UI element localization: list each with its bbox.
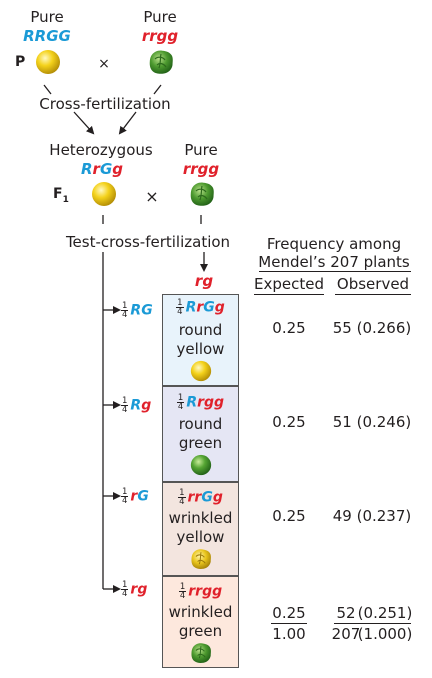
observed-value: 51 (0.246) xyxy=(332,413,412,431)
cross-fertilization-label: Cross-fertilization xyxy=(39,95,171,113)
offspring-cell-round-green: 1 4 Rrgg round green xyxy=(162,386,239,482)
observed-frequency: (0.251) xyxy=(357,604,413,622)
trait-shape: round xyxy=(178,321,223,339)
offspring-cell-wrinkled-green: 1 4 rrgg wrinkled green xyxy=(162,576,239,668)
test-cross-label: Test-cross-fertilization xyxy=(65,233,231,251)
offspring-cell-round-yellow: 1 4 RrGg round yellow xyxy=(162,294,239,386)
expected-total-rule xyxy=(271,623,307,624)
parent-genotype-dominant: RRGG xyxy=(23,27,71,45)
observed-total-count: 207 xyxy=(331,625,361,643)
gamete-label: 1 4 rg xyxy=(121,580,148,599)
cross-symbol: × xyxy=(98,56,110,72)
cross-symbol-f1: × xyxy=(145,187,159,206)
observed-total-frequency: (1.000) xyxy=(357,625,413,643)
wrinkled-yellow-pea-icon xyxy=(191,549,211,569)
gamete-label: 1 4 rG xyxy=(121,487,149,506)
trait-shape: round xyxy=(178,415,223,433)
round-yellow-pea-icon xyxy=(92,182,116,206)
trait-shape: wrinkled xyxy=(168,603,233,621)
frequency-header-line2: Mendel’s 207 plants xyxy=(258,253,410,271)
pure-label-f1: Pure xyxy=(184,141,218,159)
pure-label-right: Pure xyxy=(143,8,177,26)
f1-genotype: RrGg xyxy=(80,160,124,178)
gamete-label: 1 4 Rg xyxy=(121,396,152,415)
observed-column-header: Observed xyxy=(336,275,410,293)
expected-total: 1.00 xyxy=(272,625,306,643)
trait-shape: wrinkled xyxy=(168,509,233,527)
observed-value: 55 (0.266) xyxy=(332,319,412,337)
trait-color: green xyxy=(178,622,223,640)
expected-column-header: Expected xyxy=(254,275,324,293)
gamete-label: 1 4 RG xyxy=(121,301,153,320)
wrinkled-green-pea-icon xyxy=(190,182,214,206)
observed-header-rule xyxy=(335,294,411,295)
wrinkled-green-pea-icon xyxy=(149,50,173,74)
observed-total-rule xyxy=(334,623,411,624)
offspring-genotype: 1 4 Rrgg xyxy=(176,393,225,412)
parent-genotype-recessive: rrgg xyxy=(141,27,179,45)
trait-color: yellow xyxy=(176,528,225,546)
header-rule xyxy=(259,271,411,272)
round-yellow-pea-icon xyxy=(190,360,212,382)
expected-header-rule xyxy=(254,294,324,295)
observed-count: 52 xyxy=(336,604,356,622)
tester-genotype: rrgg xyxy=(182,160,220,178)
offspring-genotype: 1 4 RrGg xyxy=(176,298,225,317)
expected-value: 0.25 xyxy=(272,319,306,337)
trait-color: green xyxy=(178,434,223,452)
observed-value: 49 (0.237) xyxy=(332,507,412,525)
heterozygous-label: Heterozygous xyxy=(49,141,153,159)
generation-f1-label: F1 xyxy=(53,186,69,205)
wrinkled-green-pea-icon xyxy=(191,643,211,663)
round-yellow-pea-icon xyxy=(36,50,60,74)
expected-value: 0.25 xyxy=(272,507,306,525)
expected-value: 0.25 xyxy=(272,413,306,431)
offspring-cell-wrinkled-yellow: 1 4 rrGg wrinkled yellow xyxy=(162,482,239,576)
expected-value: 0.25 xyxy=(272,604,306,622)
round-green-pea-icon xyxy=(190,454,212,476)
offspring-genotype: 1 4 rrGg xyxy=(178,488,223,507)
frequency-header-line1: Frequency among xyxy=(266,235,402,253)
trait-color: yellow xyxy=(176,340,225,358)
offspring-genotype: 1 4 rrgg xyxy=(178,582,223,601)
pollen-gamete-label: rg xyxy=(194,272,214,290)
pure-label-left: Pure xyxy=(30,8,64,26)
generation-p-label: P xyxy=(15,54,26,70)
